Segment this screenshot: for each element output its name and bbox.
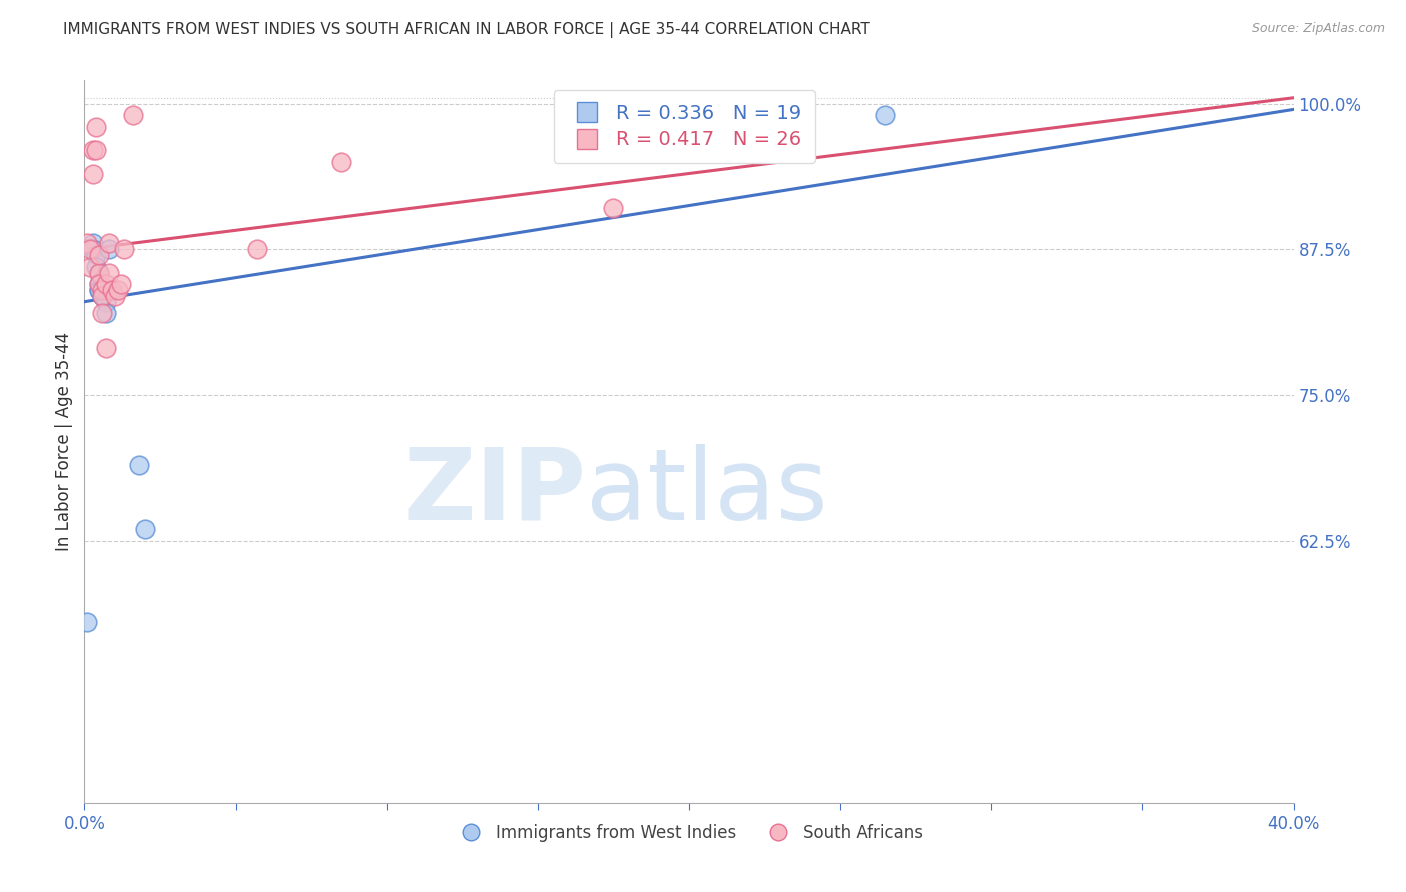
Point (602, 202, 624, 216)
Point (97, 266, 120, 280)
Point (94, 341, 117, 355)
Point (89, 277, 111, 292)
Point (246, 242, 269, 256)
Point (91, 283, 114, 297)
Legend: Immigrants from West Indies, South Africans: Immigrants from West Indies, South Afric… (449, 817, 929, 848)
Point (134, 522, 156, 536)
Point (91, 289, 114, 303)
Text: atlas: atlas (586, 443, 828, 541)
Point (97, 236, 120, 251)
Point (89, 283, 111, 297)
Point (86, 260, 108, 274)
Point (91, 283, 114, 297)
Point (91, 289, 114, 303)
Y-axis label: In Labor Force | Age 35-44: In Labor Force | Age 35-44 (55, 332, 73, 551)
Point (100, 283, 122, 297)
Point (82, 242, 104, 256)
Text: IMMIGRANTS FROM WEST INDIES VS SOUTH AFRICAN IN LABOR FORCE | AGE 35-44 CORRELAT: IMMIGRANTS FROM WEST INDIES VS SOUTH AFR… (63, 22, 870, 38)
Point (875, 108, 897, 122)
Point (86, 120, 108, 134)
Point (82, 236, 104, 251)
Text: Source: ZipAtlas.com: Source: ZipAtlas.com (1251, 22, 1385, 36)
Point (112, 242, 135, 256)
Point (94, 306, 117, 320)
Point (91, 306, 114, 320)
Point (89, 248, 111, 262)
Point (86, 143, 108, 157)
Point (82, 167, 104, 181)
Point (82, 143, 104, 157)
Point (110, 277, 132, 292)
Point (79, 260, 101, 274)
Point (89, 266, 111, 280)
Point (330, 154, 353, 169)
Point (89, 266, 111, 280)
Point (89, 283, 111, 297)
Point (97, 242, 120, 256)
Point (97, 283, 120, 297)
Point (76, 615, 98, 630)
Point (121, 108, 143, 122)
Text: ZIP: ZIP (404, 443, 586, 541)
Point (76, 236, 98, 251)
Point (104, 289, 127, 303)
Point (128, 458, 150, 472)
Point (94, 294, 117, 309)
Point (86, 248, 108, 262)
Point (79, 242, 101, 256)
Point (94, 277, 117, 292)
Point (89, 277, 111, 292)
Point (107, 283, 129, 297)
Point (94, 283, 117, 297)
